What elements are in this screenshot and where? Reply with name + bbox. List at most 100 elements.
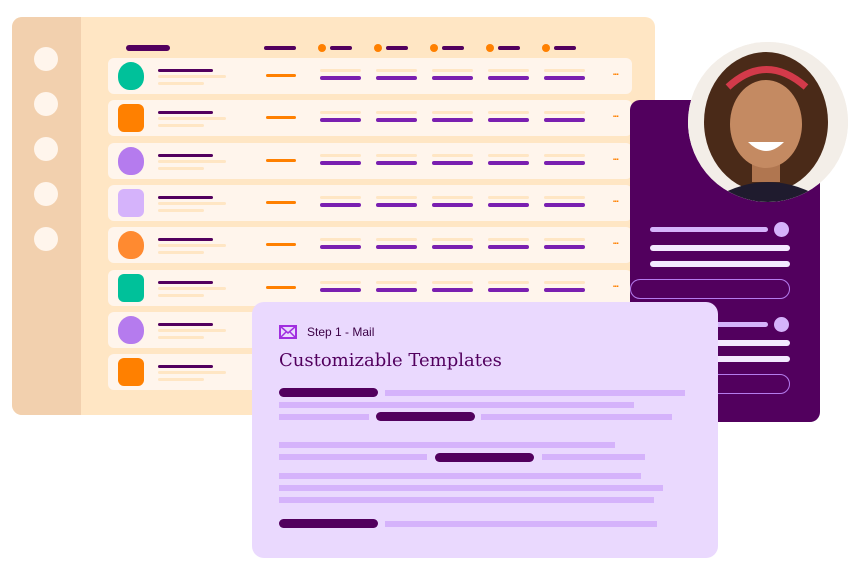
cell-bar — [432, 76, 473, 80]
cell-bar — [432, 195, 473, 199]
more-options-button[interactable]: ... — [612, 151, 619, 163]
subtitle-bar — [158, 293, 204, 297]
text-bar — [279, 454, 427, 460]
subtitle-bar — [158, 159, 226, 163]
subtitle-bar — [158, 251, 204, 255]
highlight-bar — [435, 453, 534, 462]
column-header — [442, 46, 464, 50]
cell-bar — [544, 76, 585, 80]
cell-bar — [376, 287, 417, 292]
more-options-button[interactable]: ... — [612, 278, 619, 290]
more-options-button[interactable]: ... — [612, 67, 619, 78]
cell-bar — [488, 245, 529, 250]
column-status-dot — [430, 44, 438, 52]
table-row[interactable]: ... — [108, 58, 632, 94]
cell-bar — [544, 202, 585, 207]
cell-bar — [488, 280, 529, 284]
status-bar — [266, 158, 296, 162]
cell-bar — [488, 153, 529, 157]
column-header — [330, 46, 352, 50]
text-bar — [542, 454, 645, 460]
cell-bar — [432, 160, 473, 165]
subtitle-bar — [158, 371, 226, 375]
sidebar-nav-dot[interactable] — [34, 182, 58, 206]
avatar — [118, 358, 144, 387]
name-bar — [158, 153, 213, 157]
cell-bar — [320, 69, 361, 72]
toggle-dot[interactable] — [774, 222, 789, 237]
panel-bar — [650, 356, 790, 362]
text-bar — [481, 414, 672, 420]
sidebar-nav-dot[interactable] — [34, 137, 58, 161]
toggle-dot[interactable] — [774, 317, 789, 332]
cell-bar — [320, 153, 361, 157]
avatar — [118, 315, 144, 344]
subtitle-bar — [158, 166, 204, 170]
subtitle-bar — [158, 75, 226, 78]
cell-bar — [320, 76, 361, 80]
subtitle-bar — [158, 201, 226, 205]
highlight-bar — [279, 388, 378, 397]
cell-bar — [544, 160, 585, 165]
cell-bar — [376, 76, 417, 80]
cell-bar — [488, 76, 529, 80]
status-bar — [266, 200, 296, 204]
text-bar — [279, 473, 641, 479]
mail-icon — [279, 325, 297, 339]
column-header-name — [126, 45, 170, 51]
panel-bar — [650, 340, 790, 346]
cell-bar — [544, 111, 585, 115]
card-title: Customizable Templates — [279, 350, 502, 371]
sidebar-nav-dot[interactable] — [34, 92, 58, 116]
cell-bar — [432, 280, 473, 284]
cell-bar — [488, 111, 529, 115]
cell-bar — [376, 195, 417, 199]
cell-bar — [376, 245, 417, 250]
cell-bar — [544, 245, 585, 250]
column-status-dot — [374, 44, 382, 52]
cell-bar — [376, 202, 417, 207]
text-bar — [385, 521, 657, 527]
name-bar — [158, 111, 213, 115]
step-label: Step 1 - Mail — [307, 325, 375, 339]
column-header — [554, 46, 576, 50]
cell-bar — [488, 287, 529, 292]
more-options-button[interactable]: ... — [612, 193, 619, 205]
cell-bar — [432, 287, 473, 292]
subtitle-bar — [158, 328, 226, 332]
cell-bar — [376, 69, 417, 72]
cell-bar — [488, 195, 529, 199]
column-status-dot — [542, 44, 550, 52]
table-row[interactable]: ... — [108, 142, 632, 179]
avatar — [118, 231, 144, 260]
cell-bar — [488, 238, 529, 242]
table-row[interactable]: ... — [108, 269, 632, 306]
cell-bar — [376, 153, 417, 157]
cell-bar — [544, 238, 585, 242]
table-row[interactable]: ... — [108, 184, 632, 221]
sidebar-nav-dot[interactable] — [34, 227, 58, 251]
table-row[interactable]: ... — [108, 100, 632, 137]
name-bar — [158, 280, 213, 284]
cell-bar — [320, 245, 361, 250]
name-bar — [158, 365, 213, 369]
more-options-button[interactable]: ... — [612, 109, 619, 121]
template-card[interactable]: Step 1 - Mail Customizable Templates — [252, 302, 718, 558]
avatar — [118, 188, 144, 217]
text-bar — [279, 497, 654, 503]
table-row[interactable]: ... — [108, 227, 632, 264]
status-bar — [266, 243, 296, 247]
cell-bar — [544, 153, 585, 157]
cell-bar — [432, 202, 473, 207]
more-options-button[interactable]: ... — [612, 236, 619, 248]
status-bar — [266, 74, 296, 77]
name-bar — [158, 238, 213, 242]
sidebar-nav-dot[interactable] — [34, 47, 58, 71]
sidebar — [12, 17, 81, 415]
text-bar — [279, 414, 369, 420]
column-status-dot — [318, 44, 326, 52]
cell-bar — [432, 153, 473, 157]
panel-input[interactable] — [630, 279, 790, 299]
name-bar — [158, 69, 213, 72]
cell-bar — [376, 111, 417, 115]
